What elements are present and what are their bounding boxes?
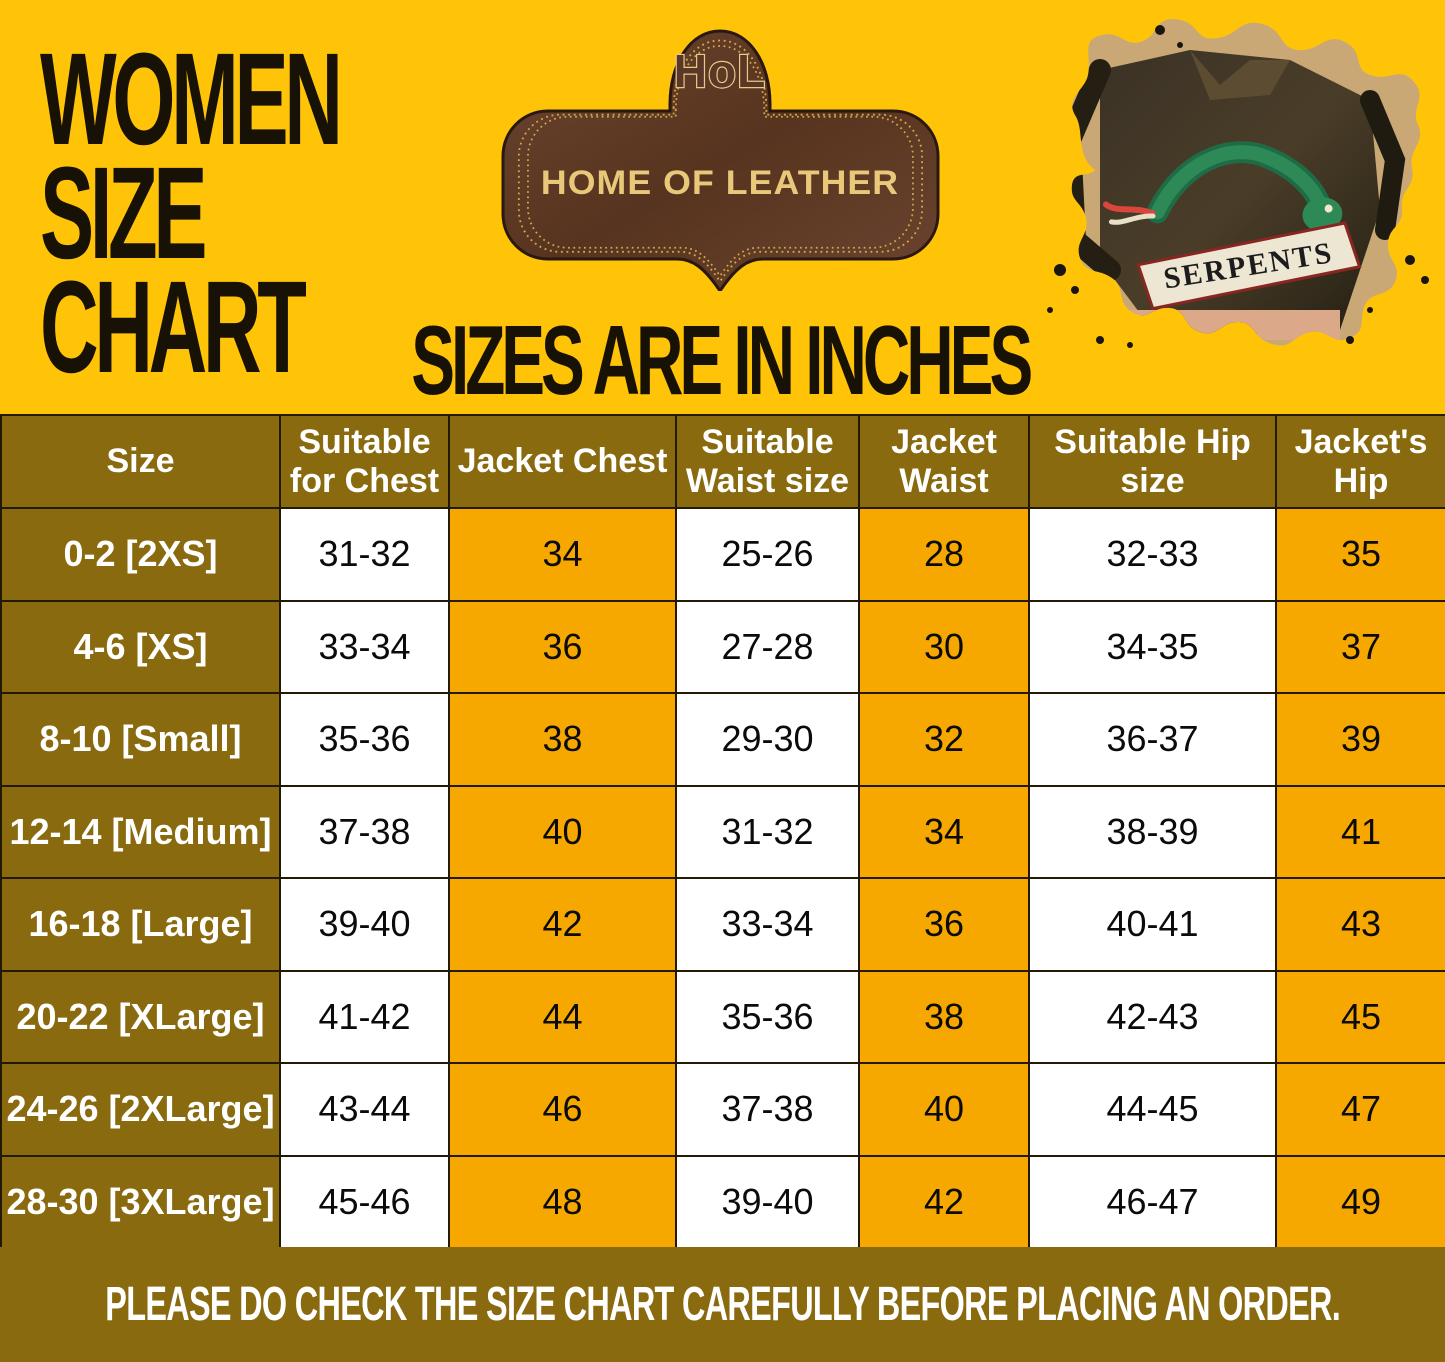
svg-text:HOME OF LEATHER: HOME OF LEATHER <box>541 164 899 202</box>
svg-text:HoL: HoL <box>674 45 766 97</box>
